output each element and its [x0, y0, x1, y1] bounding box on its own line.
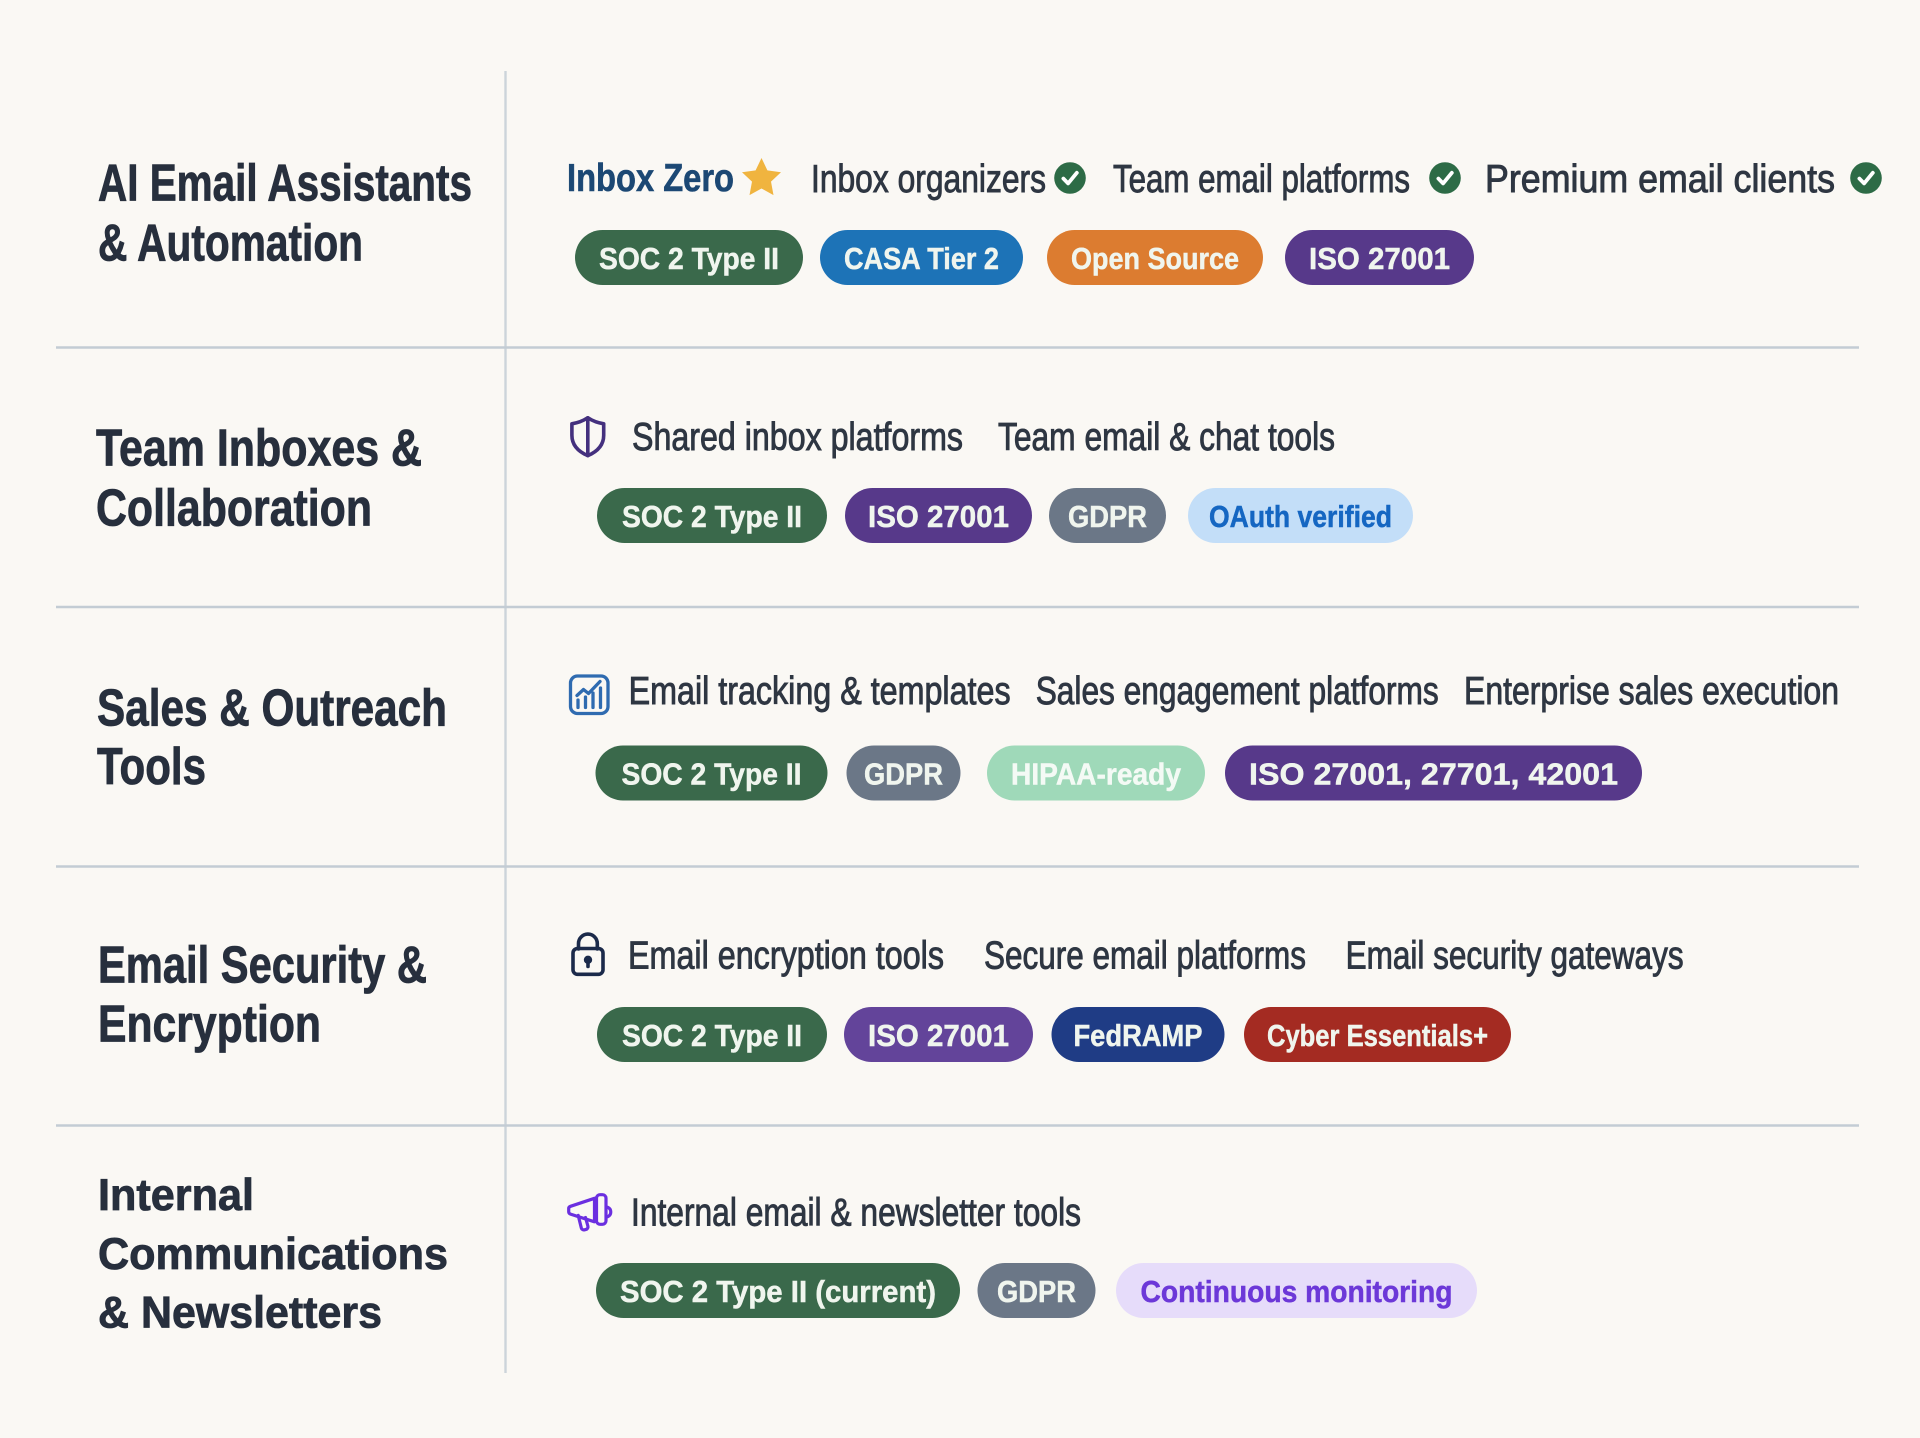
- svg-text:SOC 2 Type II: SOC 2 Type II: [599, 241, 779, 276]
- svg-text:Communications: Communications: [98, 1230, 448, 1279]
- svg-text:GDPR: GDPR: [997, 1274, 1076, 1309]
- svg-text:Collaboration: Collaboration: [96, 479, 372, 537]
- svg-text:Enterprise sales execution: Enterprise sales execution: [1464, 670, 1839, 713]
- svg-text:Email security gateways: Email security gateways: [1346, 935, 1684, 978]
- svg-text:OAuth verified: OAuth verified: [1209, 499, 1392, 534]
- svg-text:FedRAMP: FedRAMP: [1074, 1018, 1203, 1053]
- svg-text:HIPAA-ready: HIPAA-ready: [1011, 756, 1182, 791]
- svg-text:SOC 2 Type II: SOC 2 Type II: [622, 756, 802, 791]
- svg-text:AI Email Assistants: AI Email Assistants: [98, 154, 472, 212]
- svg-text:CASA Tier 2: CASA Tier 2: [844, 241, 999, 276]
- svg-text:& Automation: & Automation: [98, 214, 363, 272]
- svg-text:Email tracking & templates: Email tracking & templates: [629, 670, 1011, 713]
- svg-text:Inbox Zero: Inbox Zero: [567, 157, 734, 200]
- svg-text:Shared inbox platforms: Shared inbox platforms: [632, 416, 963, 459]
- svg-text:& Newsletters: & Newsletters: [98, 1289, 382, 1338]
- svg-text:SOC 2 Type II: SOC 2 Type II: [622, 499, 802, 534]
- svg-text:Open Source: Open Source: [1071, 241, 1239, 276]
- svg-text:Email encryption tools: Email encryption tools: [628, 935, 944, 978]
- svg-text:ISO 27001: ISO 27001: [868, 1018, 1009, 1053]
- svg-text:ISO 27001: ISO 27001: [868, 499, 1009, 534]
- svg-text:Sales & Outreach: Sales & Outreach: [97, 679, 447, 737]
- svg-text:Email Security &: Email Security &: [98, 936, 427, 994]
- svg-text:Inbox organizers: Inbox organizers: [811, 158, 1046, 201]
- svg-text:GDPR: GDPR: [864, 756, 943, 791]
- svg-text:GDPR: GDPR: [1068, 499, 1147, 534]
- svg-text:Cyber Essentials+: Cyber Essentials+: [1267, 1018, 1488, 1053]
- svg-text:Secure email platforms: Secure email platforms: [984, 935, 1306, 978]
- svg-text:Sales engagement platforms: Sales engagement platforms: [1036, 670, 1439, 713]
- svg-text:Team Inboxes &: Team Inboxes &: [96, 419, 422, 477]
- svg-text:Internal: Internal: [98, 1171, 254, 1220]
- svg-text:ISO 27001: ISO 27001: [1309, 241, 1450, 276]
- svg-text:Internal email & newsletter to: Internal email & newsletter tools: [631, 1192, 1081, 1235]
- svg-text:Encryption: Encryption: [98, 995, 321, 1053]
- svg-text:Continuous monitoring: Continuous monitoring: [1141, 1274, 1453, 1309]
- svg-text:SOC 2 Type II (current): SOC 2 Type II (current): [620, 1274, 936, 1309]
- svg-text:Team email platforms: Team email platforms: [1113, 158, 1410, 201]
- svg-text:SOC 2 Type II: SOC 2 Type II: [622, 1018, 802, 1053]
- svg-text:Tools: Tools: [97, 737, 206, 795]
- svg-text:Premium email clients: Premium email clients: [1485, 158, 1835, 201]
- svg-text:Team email & chat tools: Team email & chat tools: [998, 416, 1335, 459]
- svg-text:ISO 27001, 27701, 42001: ISO 27001, 27701, 42001: [1249, 756, 1618, 791]
